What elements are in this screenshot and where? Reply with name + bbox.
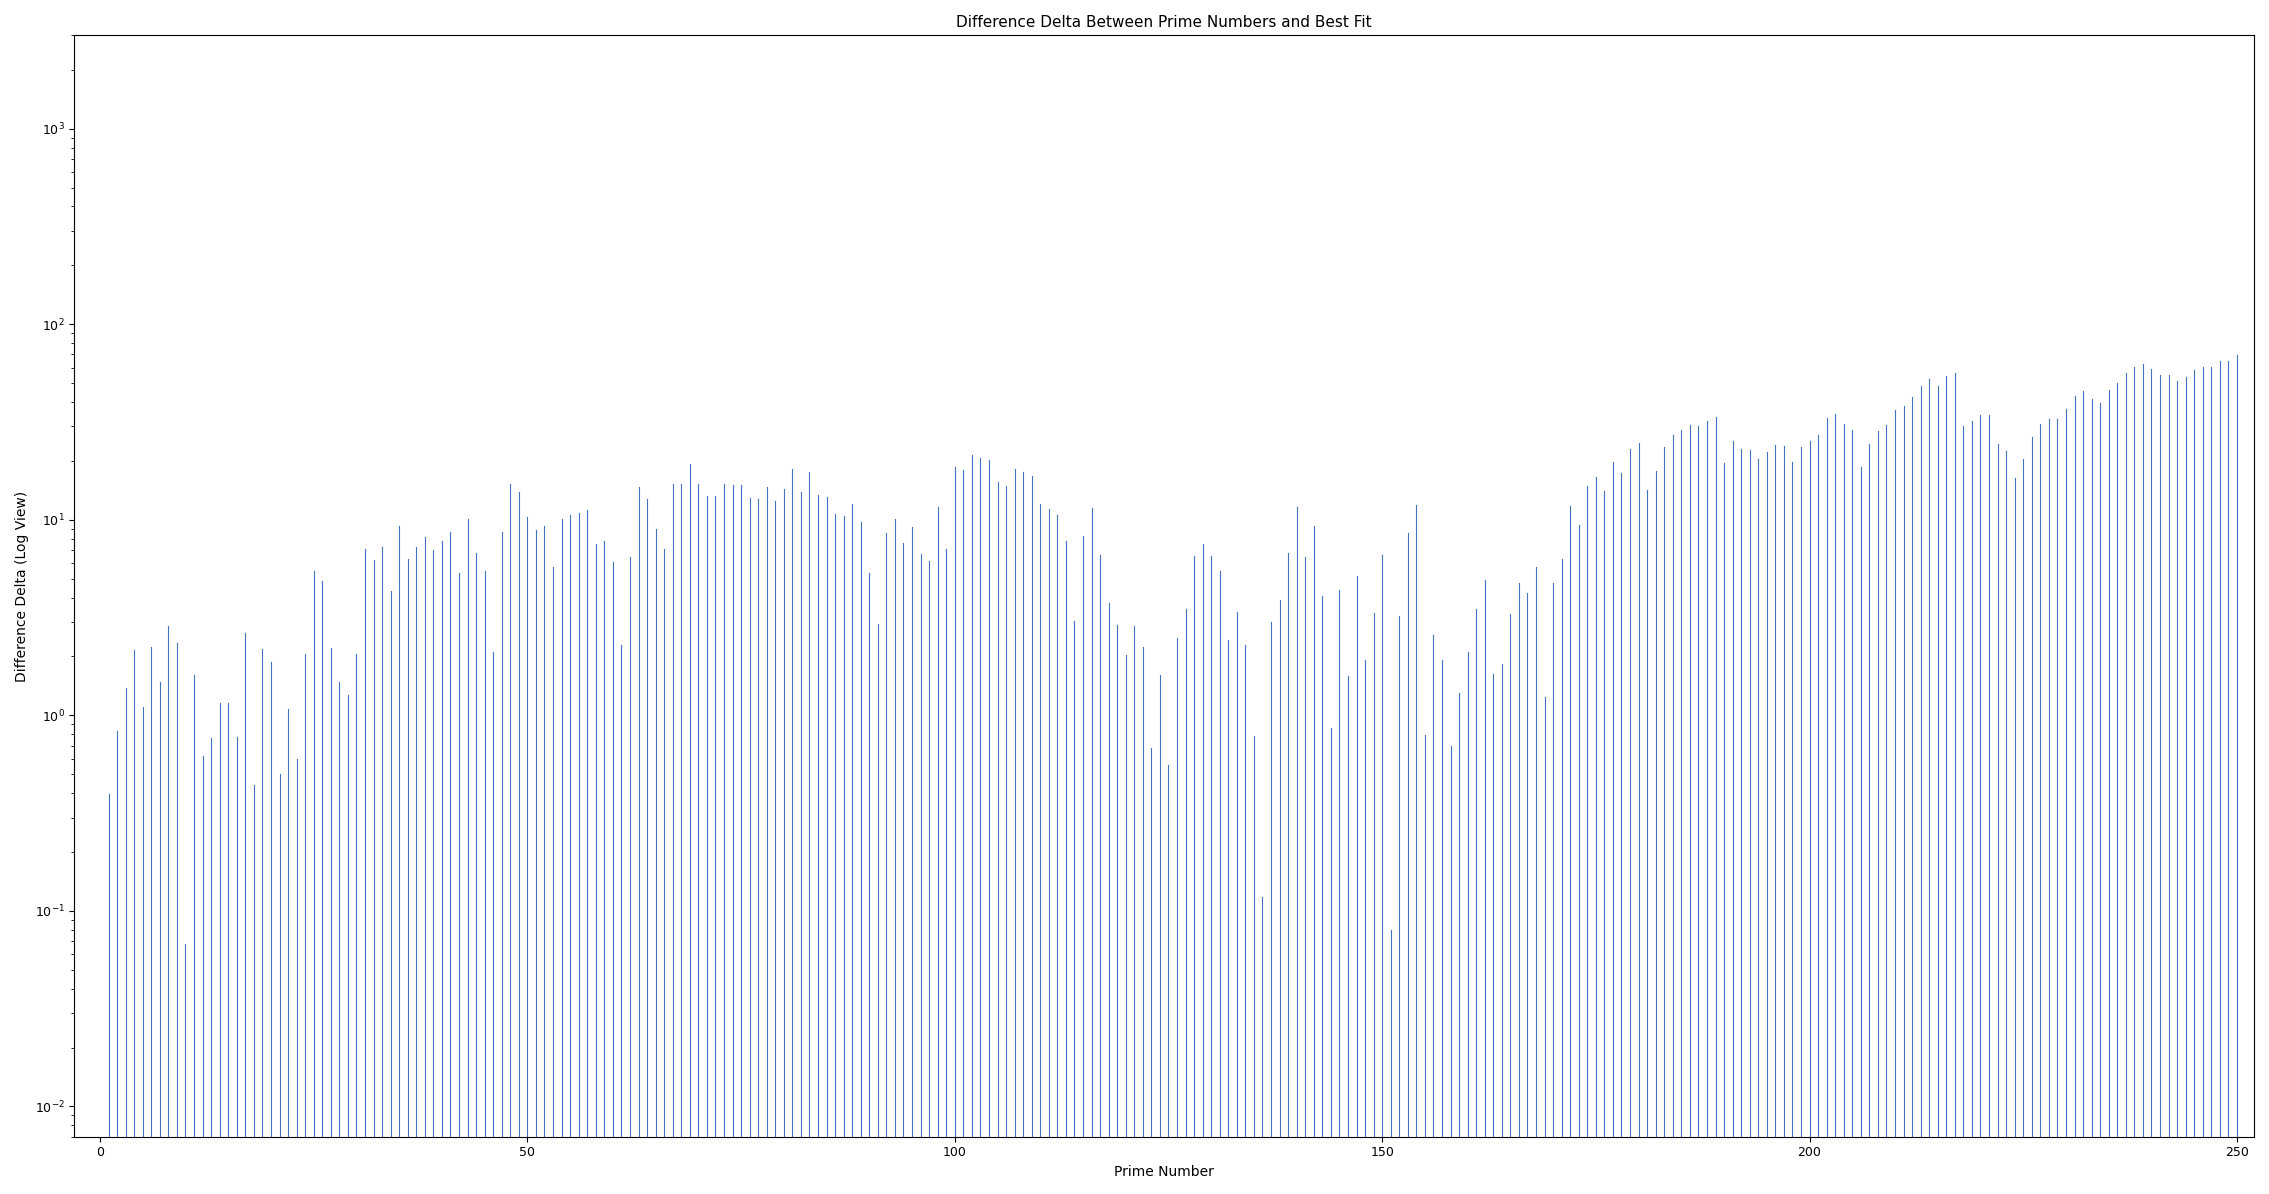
X-axis label: Prime Number: Prime Number: [1114, 1165, 1214, 1178]
Title: Difference Delta Between Prime Numbers and Best Fit: Difference Delta Between Prime Numbers a…: [955, 16, 1373, 30]
Y-axis label: Difference Delta (Log View): Difference Delta (Log View): [16, 491, 29, 682]
